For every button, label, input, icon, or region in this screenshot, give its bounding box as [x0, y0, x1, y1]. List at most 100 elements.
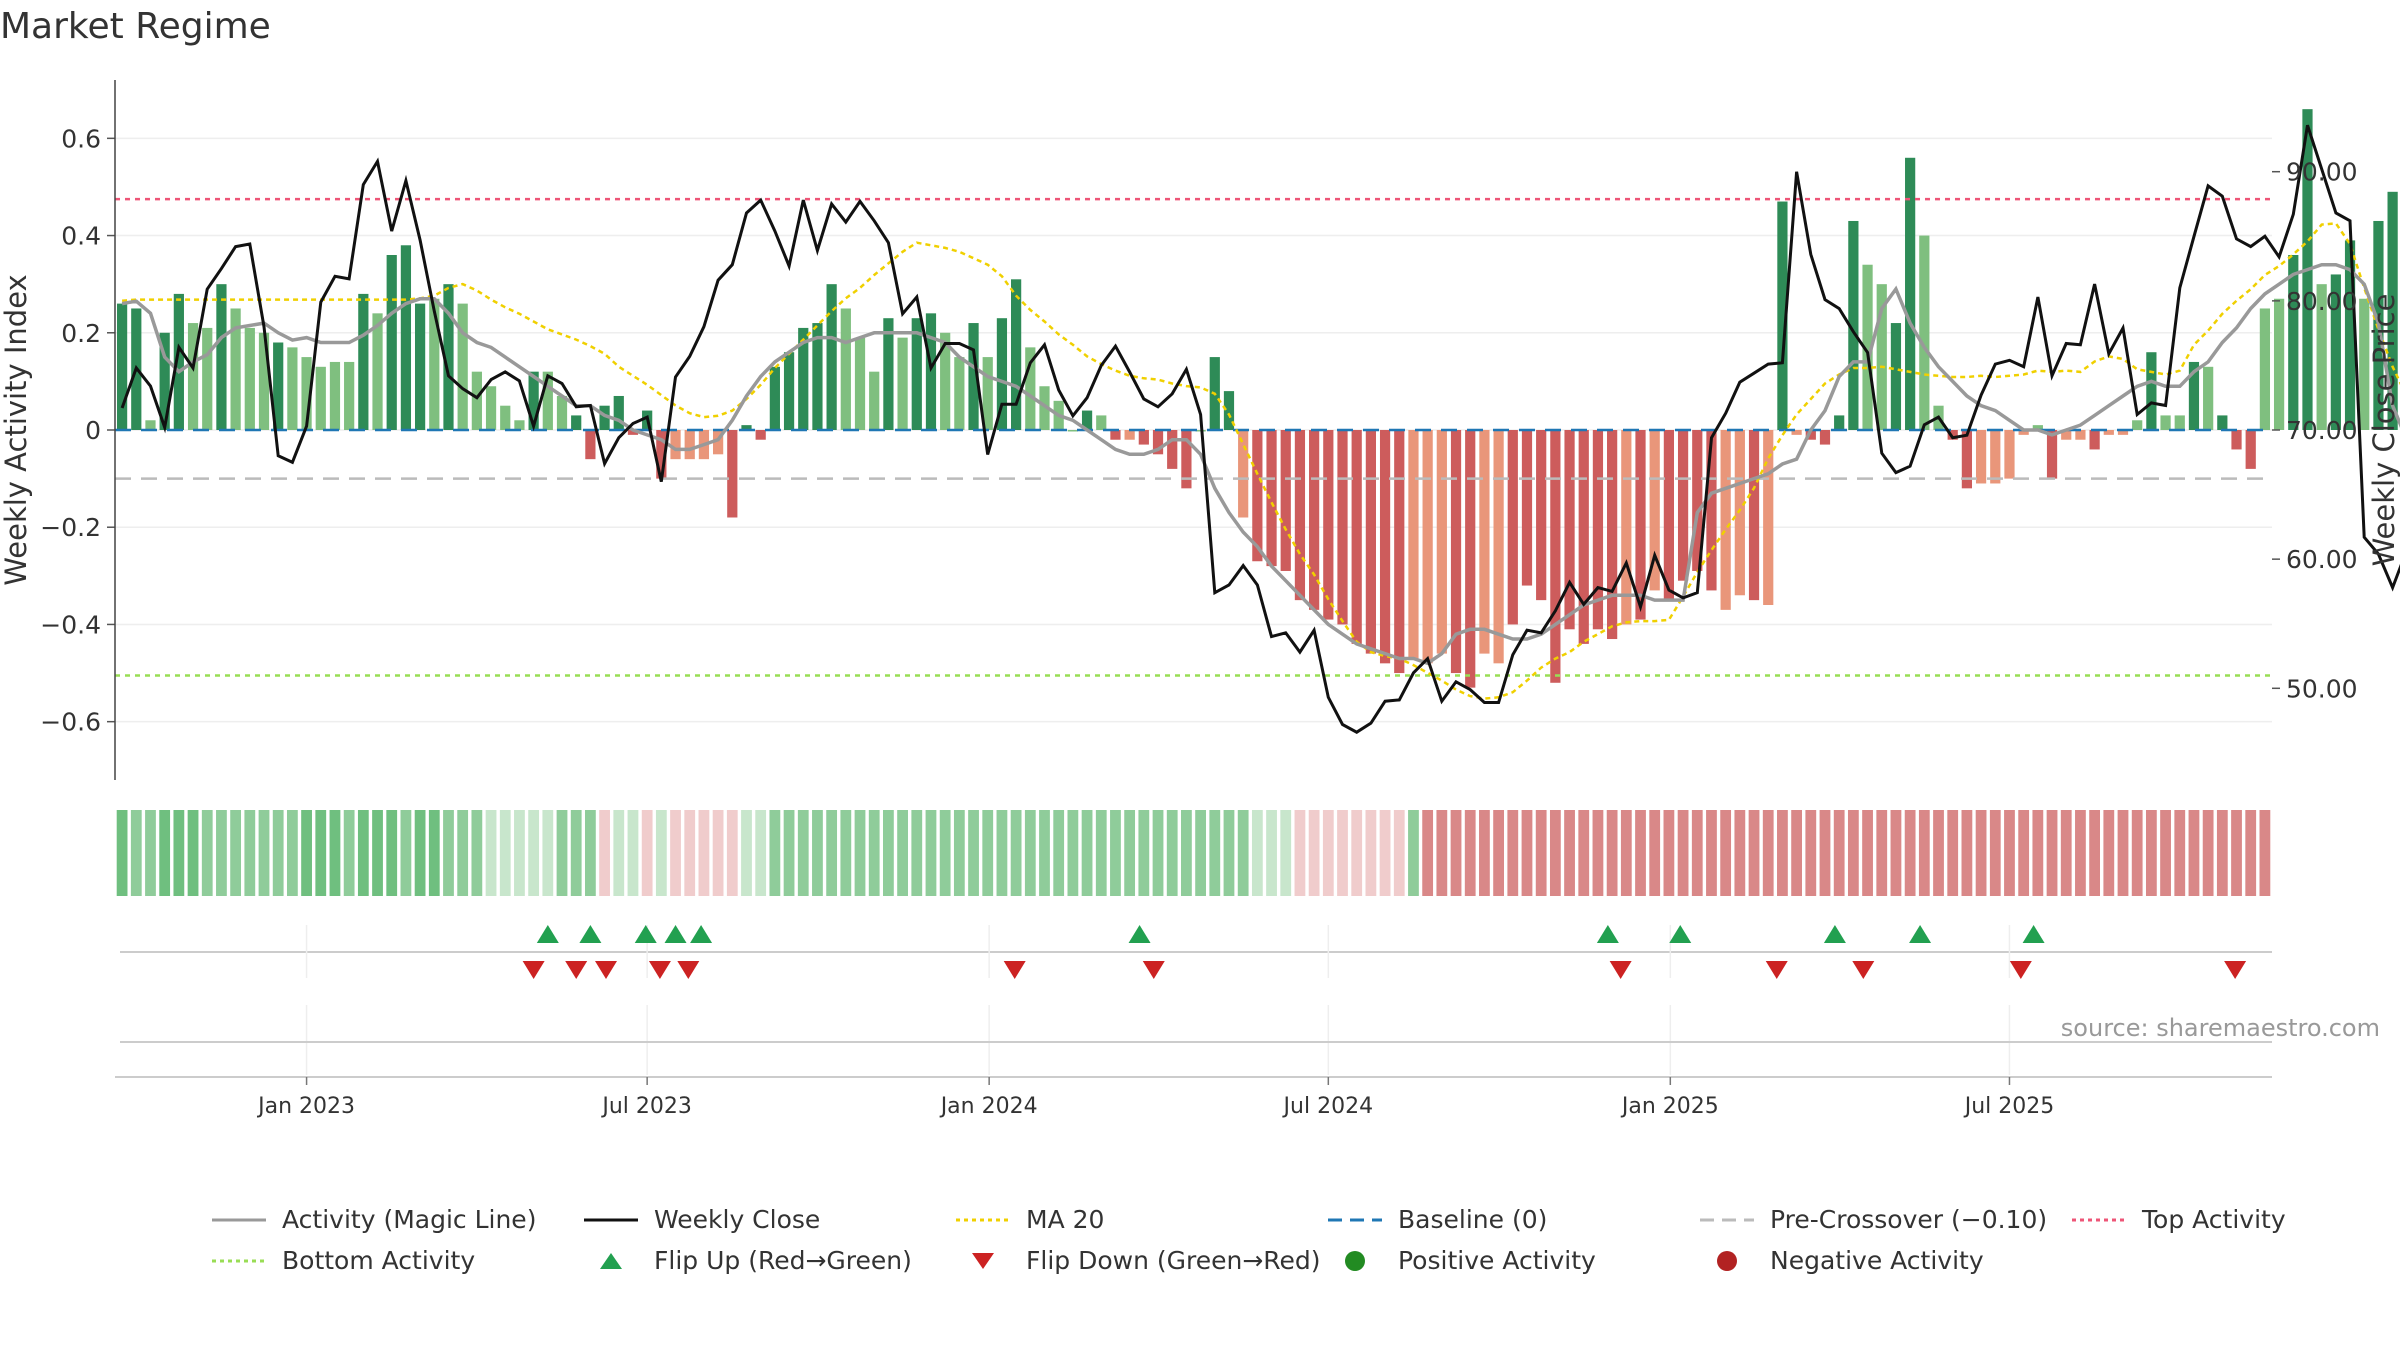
right-tick-label: 70.00: [2286, 416, 2358, 445]
activity-bar: [1521, 430, 1533, 586]
activity-bar: [159, 332, 170, 430]
regime-strip-cell: [1961, 810, 1973, 896]
regime-strip-cell: [1777, 810, 1788, 896]
activity-bar: [2245, 430, 2256, 469]
regime-strip-cell: [414, 810, 426, 896]
regime-strip-cell: [911, 810, 923, 896]
regime-strip-cell: [1791, 810, 1803, 896]
activity-bar: [1011, 279, 1022, 430]
legend-label: Weekly Close: [654, 1205, 821, 1234]
regime-strip-cell: [1138, 810, 1150, 896]
legend-item: Flip Up (Red→Green): [582, 1246, 954, 1275]
activity-bar: [258, 332, 270, 430]
activity-bar: [1152, 430, 1164, 455]
activity-bar: [1919, 235, 1930, 430]
legend-swatch-icon: [212, 1218, 266, 1221]
activity-bar: [344, 361, 355, 430]
regime-strip-cell: [301, 810, 312, 896]
legend-swatch-icon: [1328, 1218, 1382, 1221]
activity-bar: [556, 395, 568, 430]
activity-bar: [1181, 430, 1192, 489]
activity-bar: [656, 430, 667, 479]
regime-strip-cell: [2046, 810, 2058, 896]
regime-strip-cell: [2131, 810, 2143, 896]
legend-swatch-icon: [956, 1218, 1010, 1221]
regime-strip-cell: [1975, 810, 1987, 896]
regime-strip-cell: [1762, 810, 1774, 896]
regime-strip-cell: [1989, 810, 2001, 896]
activity-bar: [1436, 430, 1447, 654]
regime-strip-cell: [1890, 810, 1902, 896]
regime-strip-cell: [542, 810, 554, 896]
activity-bar: [1110, 430, 1121, 440]
regime-strip-cell: [1181, 810, 1192, 896]
legend-swatch-icon: [212, 1259, 266, 1262]
activity-bar: [2188, 361, 2200, 430]
flip-down-marker: [522, 961, 545, 979]
x-tick-label: Jan 2025: [1620, 1094, 1719, 1119]
activity-bar: [1323, 430, 1334, 620]
regime-strip-cell: [968, 810, 979, 896]
regime-strip-cell: [1663, 810, 1675, 896]
x-tick-label: Jul 2025: [1963, 1094, 2055, 1119]
legend-swatch-icon: [1717, 1250, 1737, 1271]
axes: 0.6 0.4 0.2 0 −0.2 −0.4 −0.6 90.00 80.00 70.00 60.…: [0, 80, 2400, 1119]
activity-bar: [670, 430, 681, 460]
activity-bar: [2217, 415, 2228, 430]
regime-strip-cell: [329, 810, 341, 896]
activity-bar: [528, 371, 539, 430]
left-tick-label: 0.4: [61, 222, 101, 251]
activity-bar: [1649, 430, 1660, 591]
left-axis-label: Weekly Activity Index: [0, 274, 33, 585]
regime-strip-cell: [797, 810, 809, 896]
regime-strip-cell: [2018, 810, 2030, 896]
regime-strip-cell: [216, 810, 227, 896]
activity-bar: [542, 371, 553, 430]
legend-item: Weekly Close: [582, 1205, 954, 1234]
activity-bar: [996, 318, 1008, 430]
regime-strip-cell: [528, 810, 540, 896]
activity-bar: [1592, 430, 1604, 630]
activity-bar: [1706, 430, 1717, 591]
activity-bar: [812, 323, 823, 430]
activity-bar: [1578, 430, 1589, 644]
right-axis-label: Weekly Close Price: [2367, 294, 2400, 567]
legend-item: Negative Activity: [1698, 1246, 2070, 1275]
activity-bar: [940, 332, 951, 430]
legend-label: Negative Activity: [1770, 1246, 1984, 1275]
activity-bar: [1805, 430, 1816, 440]
regime-strip-cell: [2032, 810, 2044, 896]
regime-strip-cell: [1266, 810, 1277, 896]
activity-bar: [500, 405, 511, 430]
regime-strip-cell: [1734, 810, 1746, 896]
flip-up-marker: [664, 925, 687, 943]
regime-strip-cell: [641, 810, 653, 896]
activity-bar: [883, 318, 894, 430]
activity-bar: [457, 303, 468, 430]
activity-bar: [2330, 274, 2341, 430]
activity-bar: [1039, 386, 1050, 430]
regime-strip-cell: [670, 810, 681, 896]
activity-bar: [1819, 430, 1831, 445]
activity-bar: [1266, 430, 1277, 567]
regime-strip-cell: [1450, 810, 1462, 896]
regime-strip-cell: [1280, 810, 1292, 896]
regime-strip-cell: [428, 810, 440, 896]
left-tick-label: −0.6: [40, 708, 101, 737]
regime-strip-cell: [230, 810, 242, 896]
regime-strip-cell: [372, 810, 383, 896]
activity-bar: [1493, 430, 1504, 664]
regime-strip-cell: [286, 810, 298, 896]
activity-bars: [116, 109, 2398, 688]
activity-bar: [1975, 430, 1987, 484]
regime-strip-cell: [556, 810, 568, 896]
activity-bar: [1621, 430, 1632, 625]
regime-strip-cell: [925, 810, 937, 896]
regime-strip-cell: [1620, 810, 1632, 896]
regime-strip-cell: [1805, 810, 1817, 896]
regime-strip-cell: [2117, 810, 2129, 896]
regime-strip-cell: [1351, 810, 1363, 896]
activity-bar: [1507, 430, 1518, 625]
regime-strip-cell: [357, 810, 369, 896]
regime-strip-cell: [1649, 810, 1661, 896]
